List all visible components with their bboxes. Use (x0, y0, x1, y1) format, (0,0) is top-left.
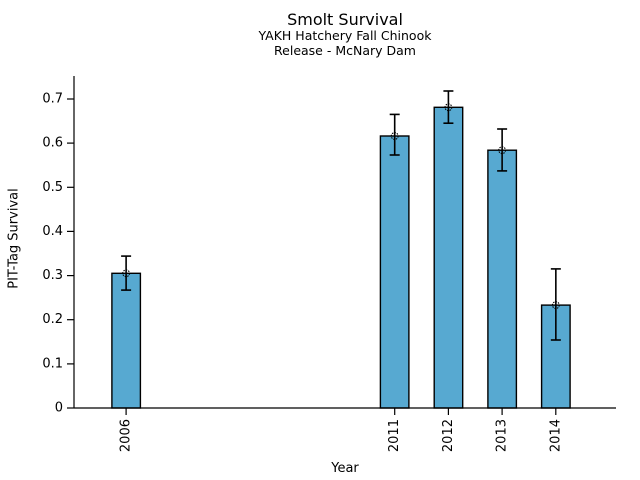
data-point-marker (444, 103, 453, 112)
x-tick-label: 2011 (387, 419, 402, 452)
data-point-marker (122, 269, 131, 278)
bar (487, 149, 518, 409)
data-point-marker (551, 301, 560, 310)
chart-subtitle-line1: YAKH Hatchery Fall Chinook (258, 28, 432, 43)
chart-subtitle-line2: Release - McNary Dam (274, 43, 416, 58)
y-tick-label: 0.2 (42, 312, 63, 327)
y-tick-label: 0.5 (42, 180, 63, 195)
y-tick-label: 0.7 (42, 92, 63, 107)
y-tick-label: 0.6 (42, 136, 63, 151)
data-point-marker (390, 132, 399, 140)
x-tick-label: 2014 (548, 419, 563, 452)
data-point-marker (498, 146, 507, 155)
x-tick-label: 2012 (441, 419, 456, 452)
bar (111, 272, 142, 409)
y-tick-label: 0 (55, 401, 63, 416)
x-tick-label: 2006 (119, 419, 134, 452)
bar (433, 106, 464, 409)
bar (379, 135, 410, 409)
y-tick-label: 0.4 (42, 224, 63, 239)
y-tick-label: 0.1 (42, 356, 63, 371)
y-tick-label: 0.3 (42, 268, 63, 283)
chart-title: Smolt Survival (287, 10, 403, 29)
x-axis-title: Year (331, 461, 359, 476)
x-tick-label: 2013 (495, 419, 510, 452)
